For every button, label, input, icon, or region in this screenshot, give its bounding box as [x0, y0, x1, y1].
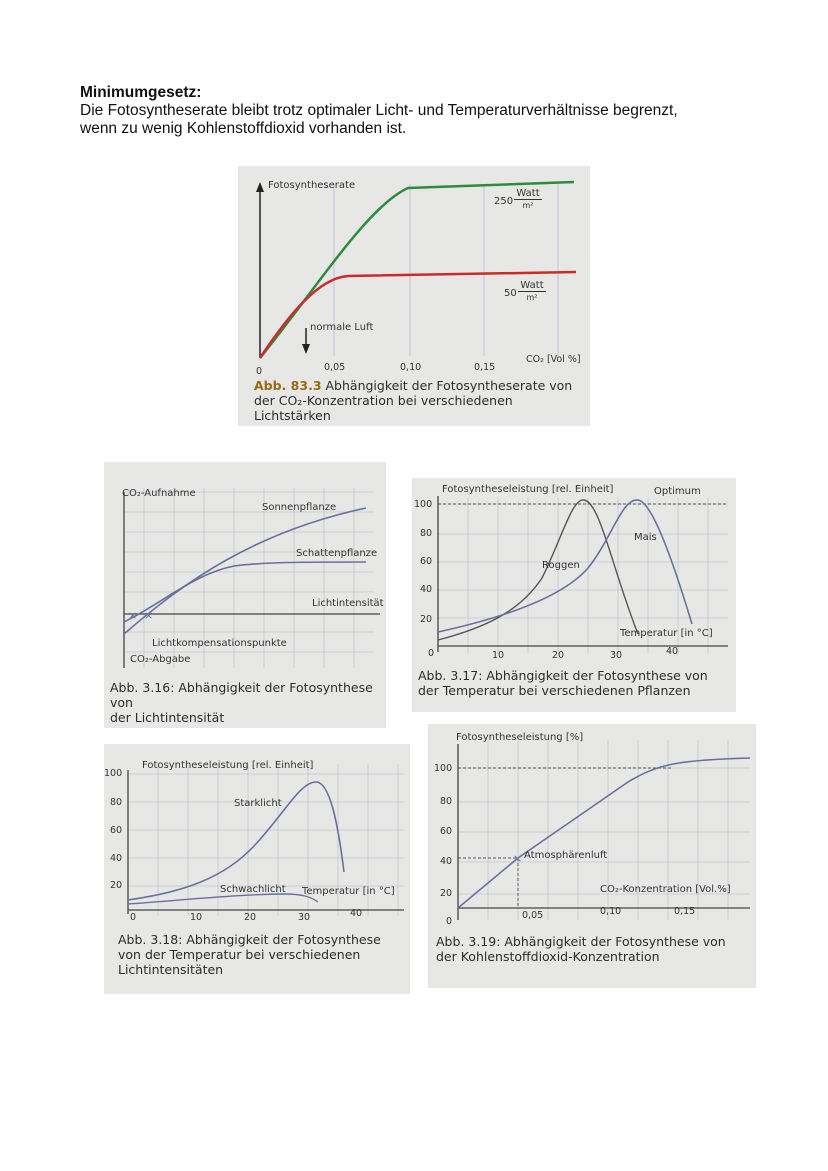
- y-tick-80: 80: [110, 797, 123, 808]
- figure-3-16: × × CO₂-Aufnahme Sonnenpflanze Schattenp…: [104, 462, 386, 728]
- figure-3-17-caption: Abb. 3.17: Abhängigkeit der Fotosynthese…: [418, 668, 708, 698]
- curve-shade-plant: [123, 561, 367, 623]
- x-tick-30: 30: [610, 650, 623, 661]
- heading-line-2: wenn zu wenig Kohlenstoffdioxid vorhande…: [80, 120, 407, 137]
- x-tick-2: 0,10: [400, 362, 422, 373]
- series-low-value: 50: [504, 288, 517, 299]
- curve-sun-plant: [123, 507, 367, 635]
- x-tick-40: 40: [350, 908, 363, 919]
- y-axis-label: Fotosyntheseleistung [%]: [456, 732, 584, 743]
- y-tick-40: 40: [420, 584, 433, 595]
- figure-3-18-caption: Abb. 3.18: Abhängigkeit der Fotosynthese…: [118, 932, 381, 977]
- page-heading: Minimumgesetz: Die Fotosyntheserate blei…: [80, 84, 780, 138]
- x-axis-label: CO₂-Konzentration [Vol.%]: [600, 884, 731, 895]
- x-tick-20: 20: [244, 912, 257, 923]
- x-origin: 0: [256, 366, 263, 377]
- y-tick-100: 100: [434, 763, 453, 774]
- curve-maize: [437, 499, 693, 633]
- y-axis-label: Fotosyntheseleistung [rel. Einheit]: [142, 760, 314, 771]
- y-tick-20: 20: [420, 614, 433, 625]
- y-tick-80: 80: [420, 528, 433, 539]
- x-tick-10: 10: [190, 912, 203, 923]
- x-tick-10: 10: [492, 650, 505, 661]
- curve-co2: [457, 757, 751, 909]
- figure-3-19-plot: ×: [457, 740, 751, 920]
- curve-weak-light: [127, 893, 319, 905]
- x-tick-20: 20: [552, 650, 565, 661]
- figure-83-3-caption: Abb. 83.3 Abhängigkeit der Fotosyntheser…: [254, 378, 573, 423]
- x-tick-3: 0,15: [474, 362, 496, 373]
- x-tick-005: 0,05: [522, 910, 544, 921]
- x-axis-label: Temperatur [in °C]: [620, 628, 713, 639]
- figure-3-16-caption: Abb. 3.16: Abhängigkeit der Fotosynthese…: [110, 680, 373, 725]
- y-axis-label: CO₂-Aufnahme: [122, 488, 196, 499]
- y-tick-60: 60: [420, 556, 433, 567]
- y-axis-neg-label: CO₂-Abgabe: [130, 654, 191, 665]
- x-tick-015: 0,15: [674, 906, 696, 917]
- y-tick-20: 20: [110, 880, 123, 891]
- figure-83-3: Fotosyntheserate 250 Watt m² 50 Watt m² no…: [238, 166, 590, 426]
- arrow-down-icon: [302, 344, 310, 354]
- figure-3-18: Fotosyntheseleistung [rel. Einheit] 100 …: [104, 744, 410, 994]
- x-axis-label: Lichtintensität: [312, 598, 384, 609]
- series-maize-label: Mais: [634, 532, 657, 543]
- series-high-unit: Watt m²: [514, 188, 542, 211]
- figure-83-3-plot: [256, 180, 577, 359]
- x-tick-010: 0,10: [600, 906, 622, 917]
- figure-3-18-plot: [127, 764, 404, 916]
- y-tick-0: 0: [130, 912, 137, 923]
- y-tick-40: 40: [440, 856, 453, 867]
- y-tick-0: 0: [428, 648, 435, 659]
- curve-250-watt: [259, 180, 575, 359]
- figure-3-16-plot: × ×: [123, 488, 380, 668]
- x-axis-label: Temperatur [in °C]: [302, 886, 395, 897]
- x-tick-40: 40: [666, 646, 679, 657]
- curve-50-watt: [258, 270, 577, 359]
- heading-title: Minimumgesetz:: [80, 84, 202, 101]
- heading-line-1: Die Fotosyntheserate bleibt trotz optima…: [80, 102, 678, 119]
- y-tick-20: 20: [440, 888, 453, 899]
- figure-3-17-plot: [437, 496, 728, 654]
- series-strong-label: Starklicht: [234, 798, 282, 809]
- svg-text:×: ×: [513, 852, 522, 865]
- x-tick-1: 0,05: [324, 362, 346, 373]
- y-tick-60: 60: [110, 825, 123, 836]
- series-shade-label: Schattenpflanze: [296, 548, 378, 559]
- figure-3-17: Fotosyntheseleistung [rel. Einheit] Opti…: [412, 478, 736, 712]
- y-tick-80: 80: [440, 796, 453, 807]
- figure-3-19: × Fotosyntheseleistung [%] 100 80 60 40 …: [428, 724, 756, 988]
- svg-text:×: ×: [144, 609, 153, 622]
- y-tick-100: 100: [104, 768, 123, 779]
- y-tick-0: 0: [446, 916, 453, 927]
- y-tick-60: 60: [440, 826, 453, 837]
- curve-strong-light: [127, 781, 345, 901]
- series-weak-label: Schwachlicht: [220, 884, 286, 895]
- x-axis-label: CO₂ [Vol %]: [526, 354, 581, 365]
- y-axis-label: Fotosyntheseleistung [rel. Einheit]: [442, 484, 614, 495]
- series-low-unit: Watt m²: [518, 280, 546, 303]
- series-high-value: 250: [494, 196, 514, 207]
- normal-air-marker: normale Luft: [310, 322, 374, 333]
- atmospheric-air-label: Atmosphärenluft: [524, 850, 608, 861]
- y-tick-100: 100: [414, 499, 433, 510]
- optimum-label: Optimum: [654, 486, 701, 497]
- compensation-point-label: Lichtkompensationspunkte: [152, 638, 287, 649]
- svg-text:×: ×: [128, 609, 137, 622]
- x-tick-30: 30: [298, 912, 311, 923]
- series-rye-label: Roggen: [542, 560, 580, 571]
- figure-3-19-caption: Abb. 3.19: Abhängigkeit der Fotosynthese…: [436, 934, 726, 964]
- y-tick-40: 40: [110, 853, 123, 864]
- y-axis-label: Fotosyntheserate: [268, 180, 356, 191]
- series-sun-label: Sonnenpflanze: [262, 502, 337, 513]
